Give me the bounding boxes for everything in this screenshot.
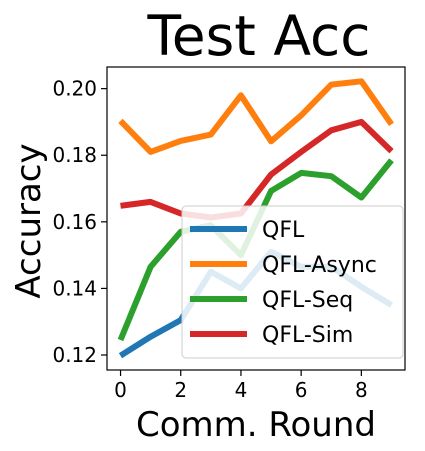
- chart-title: Test Acc: [147, 4, 371, 68]
- legend-box: [181, 205, 404, 359]
- series-line-1: [118, 78, 394, 155]
- legend: QFL QFL-Async QFL-Seq QFL-Sim: [181, 205, 404, 359]
- series-line-3: [120, 118, 394, 221]
- legend-label-0: QFL: [262, 218, 305, 243]
- x-tick-label: 8: [355, 378, 368, 402]
- x-axis-label: Comm. Round: [136, 405, 376, 445]
- y-axis-label: Accuracy: [9, 143, 49, 298]
- x-tick-label: 2: [174, 378, 187, 402]
- x-ticks: 0 2 4 6 8: [114, 370, 368, 402]
- y-tick-label: 0.18: [52, 143, 97, 167]
- y-tick-label: 0.14: [52, 276, 97, 300]
- x-tick-label: 0: [114, 378, 127, 402]
- plot-frame: [106, 66, 406, 371]
- y-tick-label: 0.20: [52, 77, 97, 101]
- x-tick-label: 4: [235, 378, 248, 402]
- y-tick-label: 0.12: [52, 343, 97, 367]
- legend-label-1: QFL-Async: [262, 253, 377, 278]
- legend-label-2: QFL-Seq: [262, 288, 353, 313]
- y-tick-label: 0.16: [52, 210, 97, 234]
- x-tick-label: 6: [295, 378, 308, 402]
- y-ticks: 0.12 0.14 0.16 0.18 0.20: [52, 77, 107, 367]
- legend-label-3: QFL-Sim: [262, 323, 353, 348]
